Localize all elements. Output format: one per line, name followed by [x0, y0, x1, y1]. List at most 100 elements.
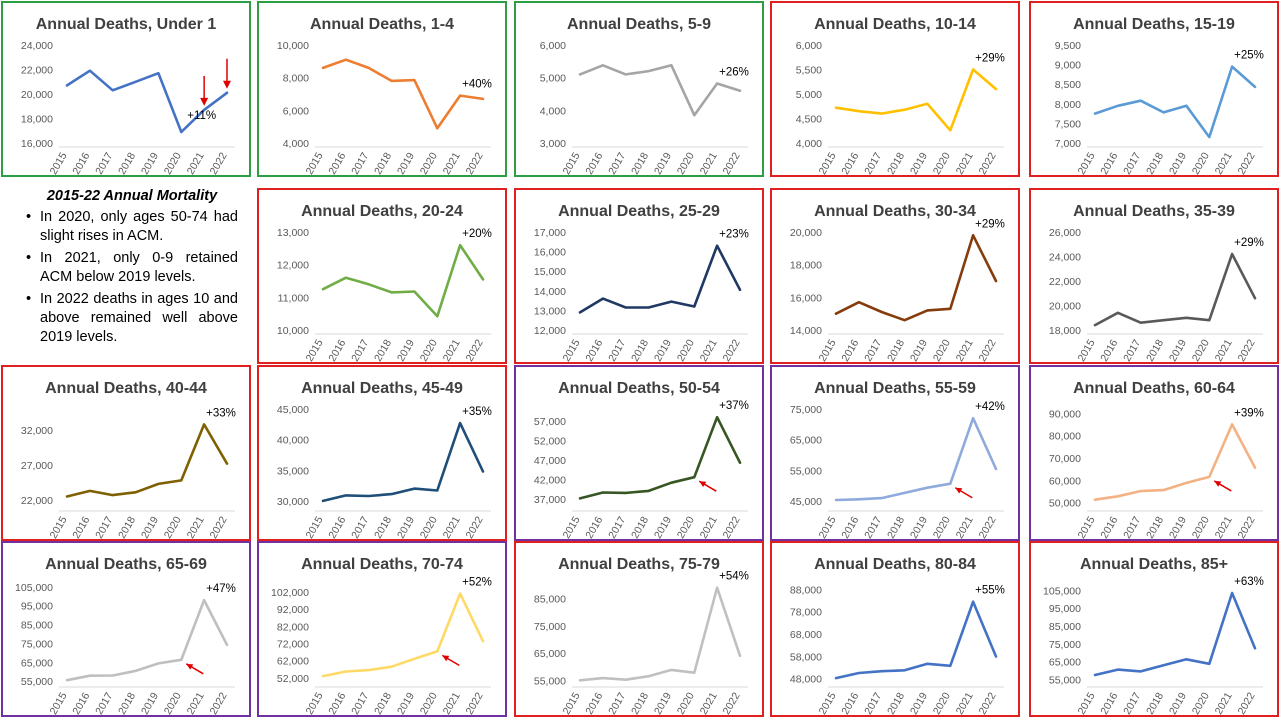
x-tick-label: 2017	[862, 690, 884, 715]
x-tick-label: 2022	[977, 690, 999, 715]
x-tick-label: 2022	[464, 690, 486, 715]
x-tick-label: 2018	[1144, 514, 1166, 539]
x-tick-label: 2015	[817, 150, 839, 175]
x-tick-label: 2016	[839, 690, 861, 715]
x-tick-label: 2022	[977, 150, 999, 175]
y-tick-label: 10,000	[277, 325, 309, 337]
red-arrow	[1213, 480, 1232, 492]
x-tick-label: 2020	[418, 690, 440, 715]
y-tick-label: 16,000	[790, 292, 822, 304]
x-tick-label: 2017	[1121, 690, 1143, 715]
notes-bullet: In 2020, only ages 50-74 had slight rise…	[26, 208, 238, 246]
change-annotation: +47%	[206, 583, 236, 595]
change-annotation: +35%	[462, 406, 492, 418]
x-tick-label: 2019	[908, 690, 930, 715]
change-annotation: +20%	[462, 228, 492, 240]
y-tick-label: 85,000	[21, 620, 53, 632]
x-tick-label: 2020	[931, 514, 953, 539]
y-tick-label: 37,000	[534, 494, 566, 506]
y-tick-label: 85,000	[1049, 621, 1081, 633]
x-tick-label: 2019	[1167, 690, 1189, 715]
x-tick-label: 2017	[1121, 514, 1143, 539]
x-tick-label: 2018	[372, 337, 394, 362]
x-tick-label: 2022	[464, 514, 486, 539]
chart-title: Annual Deaths, 25-29	[558, 203, 720, 220]
change-annotation: +29%	[975, 53, 1005, 65]
red-arrow	[223, 58, 231, 89]
y-tick-label: 55,000	[1049, 674, 1081, 686]
chart-title: Annual Deaths, 75-79	[558, 556, 720, 573]
y-tick-label: 75,000	[790, 404, 822, 416]
y-tick-label: 62,000	[277, 656, 309, 668]
x-tick-label: 2019	[395, 337, 417, 362]
x-tick-label: 2018	[885, 150, 907, 175]
change-annotation: +37%	[719, 400, 749, 412]
y-tick-label: 52,000	[534, 435, 566, 447]
x-tick-label: 2018	[885, 337, 907, 362]
x-tick-label: 2019	[395, 690, 417, 715]
series-line	[65, 598, 229, 682]
chart-svg: 4,000 6,000 8,000 10,000 2015 2016 2017 2018 201…	[277, 40, 492, 175]
x-tick-label: 2017	[349, 150, 371, 175]
red-arrow	[185, 663, 204, 675]
y-tick-label: 4,000	[796, 138, 822, 150]
y-tick-label: 75,000	[534, 621, 566, 633]
x-tick-label: 2015	[1076, 150, 1098, 175]
x-tick-label: 2018	[1144, 150, 1166, 175]
y-tick-label: 9,500	[1055, 40, 1081, 52]
x-tick-label: 2021	[1213, 514, 1235, 539]
y-tick-label: 20,000	[1049, 301, 1081, 313]
x-tick-label: 2017	[349, 690, 371, 715]
x-tick-label: 2015	[817, 690, 839, 715]
x-tick-label: 2017	[1121, 150, 1143, 175]
y-tick-label: 5,000	[540, 73, 566, 85]
x-tick-label: 2022	[721, 514, 743, 539]
x-tick-label: 2018	[372, 514, 394, 539]
y-tick-label: 55,000	[21, 676, 53, 688]
x-tick-label: 2015	[1076, 690, 1098, 715]
x-tick-label: 2016	[1098, 514, 1120, 539]
x-tick-label: 2021	[185, 690, 207, 715]
x-tick-label: 2016	[70, 690, 92, 715]
x-tick-label: 2018	[372, 690, 394, 715]
y-tick-label: 5,500	[796, 65, 822, 77]
y-tick-label: 55,000	[790, 465, 822, 477]
chart-panel: Annual Deaths, 25-29 12,000 13,000 14,000 15…	[514, 188, 764, 364]
y-tick-label: 6,000	[283, 105, 309, 117]
x-tick-label: 2018	[1144, 690, 1166, 715]
chart-title: Annual Deaths, 40-44	[45, 380, 207, 397]
y-tick-label: 92,000	[277, 604, 309, 616]
chart-svg: 30,000 35,000 40,000 45,000 2015 2016 2017 2018…	[277, 404, 492, 539]
x-tick-label: 2018	[1144, 337, 1166, 362]
chart-title: Annual Deaths, 55-59	[814, 380, 976, 397]
x-tick-label: 2015	[817, 337, 839, 362]
y-tick-label: 42,000	[534, 475, 566, 487]
x-tick-label: 2017	[862, 150, 884, 175]
y-tick-label: 60,000	[1049, 475, 1081, 487]
y-tick-label: 80,000	[1049, 431, 1081, 443]
chart-title: Annual Deaths, 15-19	[1073, 16, 1235, 33]
x-tick-label: 2016	[326, 150, 348, 175]
series-line	[834, 416, 998, 502]
y-tick-label: 30,000	[277, 496, 309, 508]
x-tick-label: 2019	[139, 514, 161, 539]
x-tick-label: 2021	[954, 690, 976, 715]
x-tick-label: 2022	[464, 150, 486, 175]
y-tick-label: 40,000	[277, 435, 309, 447]
x-tick-label: 2020	[418, 337, 440, 362]
x-tick-label: 2021	[185, 514, 207, 539]
x-tick-label: 2019	[652, 690, 674, 715]
x-tick-label: 2021	[698, 690, 720, 715]
x-tick-label: 2022	[1236, 690, 1258, 715]
chart-svg: 10,000 11,000 12,000 13,000 2015 2016 2017 2018…	[277, 227, 492, 362]
notes-panel: 2015-22 Annual Mortality In 2020, only a…	[26, 188, 238, 358]
y-tick-label: 5,000	[796, 89, 822, 101]
x-tick-label: 2017	[606, 150, 628, 175]
y-tick-label: 20,000	[790, 227, 822, 239]
change-annotation: +29%	[975, 218, 1005, 230]
chart-svg: 52,000 62,000 72,000 82,000 92,000 102,000 201…	[271, 577, 492, 715]
chart-title: Annual Deaths, Under 1	[35, 16, 217, 33]
